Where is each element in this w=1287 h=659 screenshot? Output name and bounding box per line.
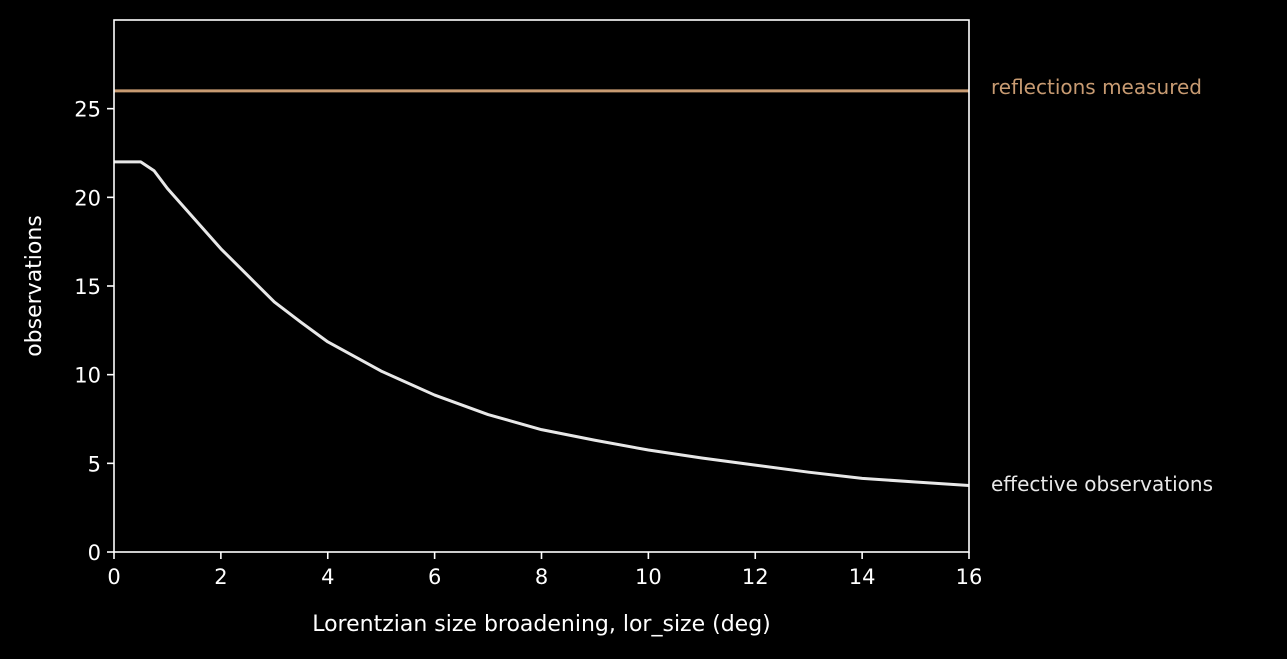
x-tick-label: 14	[849, 565, 876, 589]
y-tick-label: 0	[88, 541, 101, 565]
series-layer	[114, 89, 970, 487]
ticks-layer: 0 2 4 6 8 10 12 14 16 0 5 10 15 20 25	[74, 98, 982, 589]
y-tick-label: 10	[74, 364, 101, 388]
x-tick-label: 16	[956, 565, 983, 589]
series-line-effective-observations	[114, 160, 970, 487]
y-tick-label: 15	[74, 275, 101, 299]
x-tick-label: 8	[535, 565, 548, 589]
x-tick-label: 12	[742, 565, 769, 589]
x-tick-label: 6	[428, 565, 441, 589]
plot-frame	[113, 19, 970, 553]
series-label-reflections-measured: reflections measured	[991, 75, 1202, 99]
y-axis-label: observations	[22, 215, 47, 357]
y-tick-label: 25	[74, 98, 101, 122]
x-tick-label: 2	[214, 565, 227, 589]
x-axis-label: Lorentzian size broadening, lor_size (de…	[312, 612, 771, 637]
x-tick-label: 4	[321, 565, 334, 589]
series-label-effective-observations: effective observations	[991, 472, 1213, 496]
x-tick-label: 10	[635, 565, 662, 589]
y-tick-label: 20	[74, 186, 101, 210]
y-tick-label: 5	[88, 452, 101, 476]
x-tick-label: 0	[107, 565, 120, 589]
